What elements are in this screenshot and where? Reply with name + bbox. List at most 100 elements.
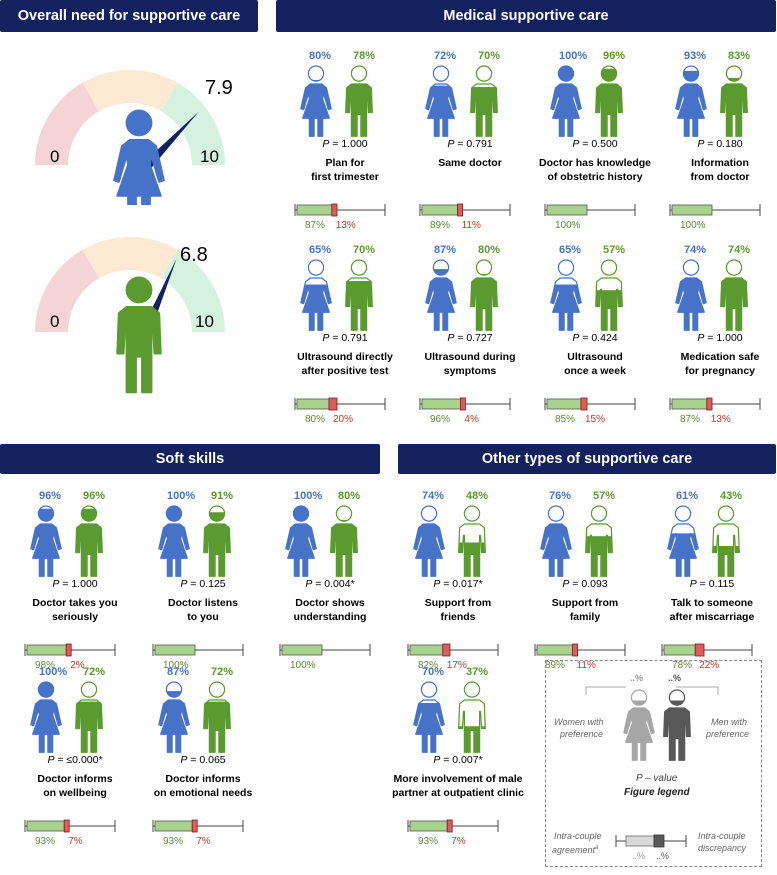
men-pct: 80% (338, 490, 361, 502)
legend-connector-right (676, 686, 719, 695)
care-item-6: 65% 57% P = 0.424 Ultrasound once a week … (535, 244, 685, 444)
man-figure (458, 681, 486, 753)
p-label: P (447, 138, 455, 150)
woman-figure (675, 259, 707, 331)
woman-figure (30, 681, 62, 753)
man-outline (470, 83, 498, 137)
woman-head (432, 65, 450, 82)
p-number: 0.065 (199, 754, 226, 766)
man-figure (470, 65, 498, 137)
discrepancy-pct: 20% (333, 414, 354, 425)
discrepancy-pct: 11% (461, 220, 481, 231)
woman-head (557, 259, 575, 276)
item-title: Medication safe for pregnancy (650, 350, 777, 378)
item-title: Doctor informs on emotional needs (133, 772, 273, 800)
legend-women-label-1: Women with (554, 717, 604, 727)
man-figure (663, 689, 691, 761)
woman-head (682, 259, 700, 276)
woman-head (37, 681, 55, 698)
item-title-line2: family (569, 611, 601, 623)
men-pct: 57% (593, 490, 616, 502)
men-pct: 78% (353, 50, 376, 62)
care-item-0: 80% 78% P = 1.000 Plan for first trimeste… (285, 50, 435, 250)
man-outline (345, 277, 373, 331)
woman-head (432, 259, 450, 276)
women-pct: 93% (684, 50, 707, 62)
women-pct: 100% (167, 490, 196, 502)
man-outline (116, 305, 162, 394)
agreement-pct: 93% (418, 836, 439, 847)
agreement-pct: 98% (35, 660, 56, 671)
agreement-bar (421, 398, 461, 410)
woman-outline (675, 83, 707, 137)
woman-outline (623, 707, 655, 761)
man-figure (585, 505, 613, 577)
agreement-box: 85% 15% (535, 394, 685, 434)
p-number: 0.791 (341, 332, 368, 344)
agreement-box: 96% 4% (410, 394, 560, 434)
p-number: 0.115 (708, 578, 735, 590)
agreement-pct: 96% (430, 414, 451, 425)
p-value: P = ≤0.000* (47, 754, 103, 766)
p-label: P (572, 138, 580, 150)
agreement-graphic (544, 397, 636, 411)
agreement-bar (409, 820, 448, 832)
item-title-line1: Doctor has knowledge (538, 157, 652, 169)
legend-men-label-2: preference (706, 729, 750, 739)
discrepancy-bar (580, 397, 588, 411)
woman-head (165, 681, 183, 698)
care-item-13: 61% 43% P = 0.115 Talk to someone after m… (652, 490, 777, 690)
legend-connector-left (585, 686, 626, 695)
discrepancy-bar (460, 397, 466, 411)
care-item-4: 65% 70% P = 0.791 Ultrasound directly aft… (285, 244, 435, 444)
agreement-box: 89% 11% (525, 640, 675, 680)
man-head (80, 681, 98, 698)
man-head (208, 505, 226, 522)
agreement-bar (671, 398, 708, 410)
men-pct: 96% (603, 50, 626, 62)
gauge-segment (161, 249, 225, 332)
man-figure (330, 505, 358, 577)
p-number: 0.093 (581, 578, 608, 590)
discrepancy-bar (706, 397, 713, 411)
woman-head (307, 65, 325, 82)
p-number: 1.000 (341, 138, 368, 150)
man-head (668, 689, 686, 706)
men-pct: 72% (211, 666, 234, 678)
overall-need-title: Overall need for supportive care (17, 8, 241, 24)
man-outline (595, 83, 623, 137)
item-title: Doctor has knowledge of obstetric history (525, 156, 665, 184)
agreement-pct: 78% (672, 660, 693, 671)
item-title: Information from doctor (650, 156, 777, 184)
p-label: P (697, 138, 705, 150)
woman-figure (675, 65, 707, 137)
legend-women-pct: ..% (630, 673, 644, 683)
man-head (335, 505, 353, 522)
man-outline (663, 707, 691, 761)
p-number: 0.007* (452, 754, 483, 766)
figures (285, 505, 358, 577)
p-value: P = 1.000 (697, 332, 743, 344)
man-outline (330, 523, 358, 577)
woman-figure (550, 259, 582, 331)
agreement-bar (546, 204, 588, 216)
item-title-line2: from doctor (690, 171, 750, 183)
woman-outline (675, 277, 707, 331)
agreement-pct: 89% (430, 220, 451, 231)
item-title-line1: Ultrasound directly (297, 351, 393, 363)
legend-disc-box (653, 834, 665, 848)
woman-outline (550, 277, 582, 331)
agreement-bar (26, 644, 67, 656)
item-title-line2: on emotional needs (153, 787, 253, 799)
p-number: 0.424 (591, 332, 618, 344)
women-pct: 72% (434, 50, 457, 62)
legend-p-value: P – value (636, 773, 678, 784)
agreement-graphic (279, 644, 371, 656)
item-title: More involvement of male partner at outpa… (388, 772, 528, 800)
woman-outline (158, 699, 190, 753)
discrepancy-pct: 2% (70, 660, 85, 671)
agreement-graphic (544, 204, 636, 216)
man-head (590, 505, 608, 522)
woman-figure (413, 505, 445, 577)
item-title-line1: Support from (551, 597, 619, 609)
